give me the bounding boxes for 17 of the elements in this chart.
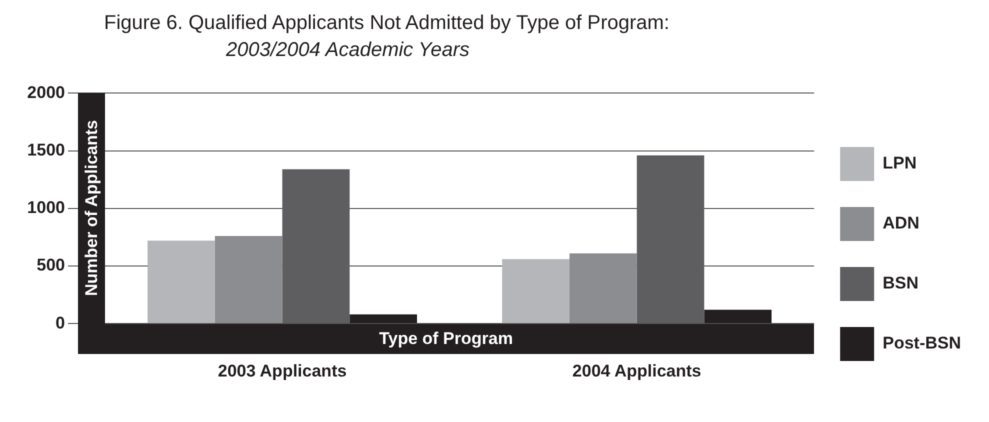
- chart-title: Figure 6. Qualified Applicants Not Admitted by Type of Program:: [104, 12, 670, 35]
- chart-subtitle: 2003/2004 Academic Years: [226, 39, 470, 62]
- legend-label: LPN: [882, 154, 917, 173]
- axis-title-panel: Number of Applicants: [78, 93, 105, 324]
- y-tick-label: 1000: [27, 198, 65, 218]
- axis-title-panel: Type of Program: [78, 324, 814, 354]
- y-tick-label: 2000: [27, 82, 65, 102]
- legend-label: Post-BSN: [882, 334, 962, 353]
- legend-label: ADN: [882, 214, 920, 233]
- y-tick-label: 0: [56, 313, 65, 332]
- y-axis-title: Number of Applicants: [82, 120, 102, 296]
- x-tick-label: 2004 Applicants: [572, 361, 702, 380]
- legend-label: BSN: [882, 274, 919, 293]
- y-tick-label: 500: [36, 256, 65, 275]
- x-tick-label: 2003 Applicants: [218, 361, 347, 380]
- x-axis-title: Type of Program: [379, 328, 513, 349]
- y-tick-label: 1500: [27, 140, 65, 160]
